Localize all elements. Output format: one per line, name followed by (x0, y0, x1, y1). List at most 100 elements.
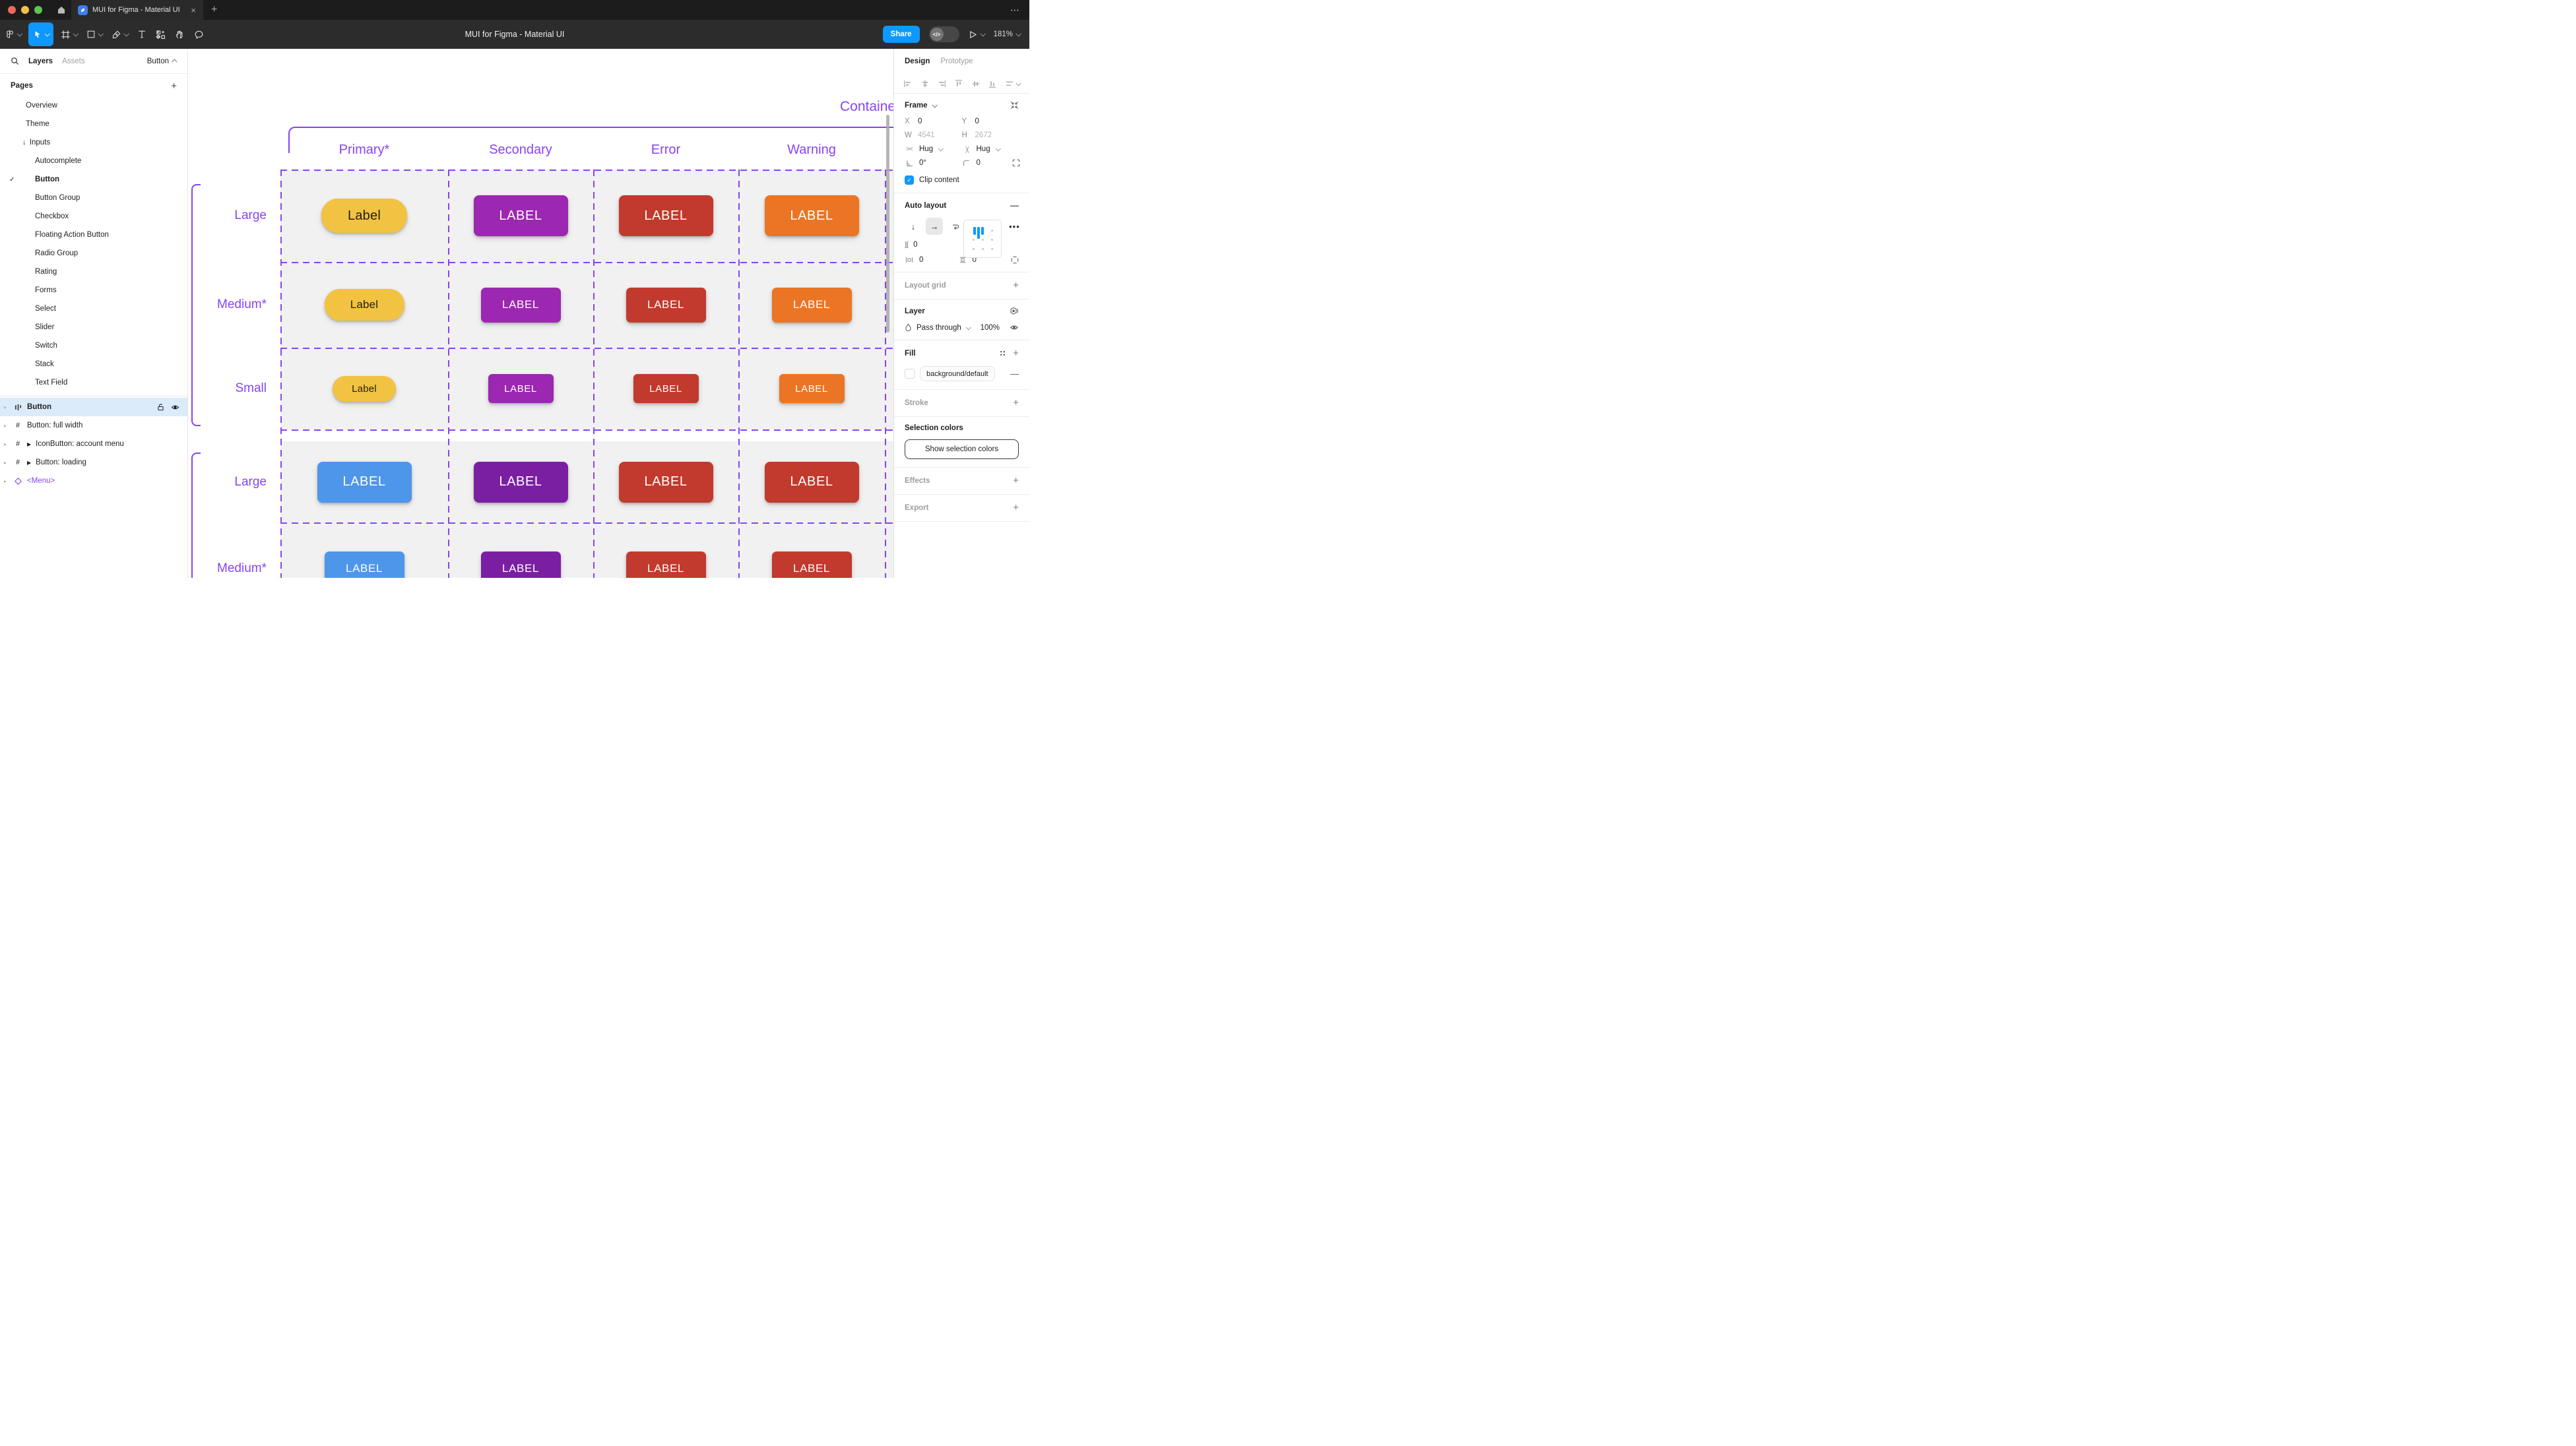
page-item[interactable]: Forms (0, 281, 187, 299)
minimize-window-button[interactable] (21, 6, 29, 14)
canvas-button[interactable]: LABEL (771, 287, 852, 323)
tab-layers[interactable]: Layers (28, 57, 53, 65)
file-tab[interactable]: MUI for Figma - Material UI × (71, 0, 203, 20)
page-item[interactable]: Theme (0, 115, 187, 133)
expand-chevron-icon[interactable]: ▸ (4, 459, 7, 466)
frame-title[interactable]: Contained (840, 99, 893, 114)
layer-item[interactable]: ▸ # ▶ Button: full width (0, 416, 187, 435)
canvas-button[interactable]: LABEL (779, 374, 845, 403)
vertical-sizing-dropdown[interactable]: >< Hug (962, 145, 1019, 153)
chevron-down-icon[interactable] (931, 102, 938, 108)
page-item[interactable]: Select (0, 299, 187, 318)
canvas-button[interactable]: LABEL (324, 551, 404, 578)
hand-tool-button[interactable] (170, 22, 189, 46)
page-item[interactable]: Stack (0, 355, 187, 373)
page-item[interactable]: Autocomplete (0, 152, 187, 170)
x-position-field[interactable]: X 0 (905, 117, 962, 125)
tab-assets[interactable]: Assets (62, 57, 85, 65)
comment-tool-button[interactable] (189, 22, 209, 46)
expand-chevron-icon[interactable]: ▸ (4, 441, 7, 447)
tab-prototype[interactable]: Prototype (940, 57, 973, 65)
canvas-button[interactable]: LABEL (764, 195, 859, 236)
layer-item[interactable]: ▸ # ▶ Button: loading (0, 453, 187, 472)
blend-mode-value[interactable]: Pass through (917, 323, 961, 332)
page-item[interactable]: Rating (0, 263, 187, 281)
remove-fill-button[interactable]: — (1010, 369, 1019, 379)
y-position-field[interactable]: Y 0 (962, 117, 1019, 125)
align-horizontal-center-icon[interactable] (920, 79, 930, 88)
page-item[interactable]: Slider (0, 318, 187, 336)
canvas-button[interactable]: LABEL (626, 551, 706, 578)
present-button[interactable] (969, 30, 986, 39)
wrap-icon[interactable] (947, 218, 964, 235)
canvas-button[interactable]: LABEL (618, 461, 713, 503)
auto-layout-more-icon[interactable]: ••• (1009, 224, 1020, 232)
window-overflow-icon[interactable]: ⋯ (1010, 4, 1020, 15)
page-item[interactable]: Floating Action Button (0, 226, 187, 244)
canvas-scrollbar[interactable] (886, 115, 889, 332)
canvas-button[interactable]: LABEL (771, 551, 852, 578)
canvas-button[interactable]: LABEL (488, 374, 554, 403)
blend-mode-icon[interactable] (1010, 307, 1019, 315)
direction-vertical-icon[interactable]: ↓ (911, 221, 916, 232)
add-page-button[interactable]: + (171, 80, 177, 92)
horizontal-sizing-dropdown[interactable]: >< Hug (905, 145, 962, 153)
expand-chevron-icon[interactable]: ▸ (4, 422, 7, 429)
zoom-window-button[interactable] (34, 6, 42, 14)
width-field[interactable]: W 4541 (905, 131, 962, 139)
share-button[interactable]: Share (882, 26, 920, 43)
page-item[interactable]: Radio Group (0, 244, 187, 263)
canvas-button[interactable]: Label (333, 375, 396, 402)
close-tab-icon[interactable]: × (191, 5, 196, 15)
canvas-button[interactable]: LABEL (473, 461, 568, 503)
page-item[interactable]: Switch (0, 336, 187, 355)
independent-padding-icon[interactable] (1011, 256, 1019, 264)
fill-color-swatch[interactable] (905, 369, 915, 379)
align-left-icon[interactable] (903, 79, 913, 88)
canvas[interactable]: Contained Primary*SecondaryErrorWarning … (188, 49, 893, 578)
remove-auto-layout-button[interactable]: — (1010, 201, 1019, 210)
canvas-button[interactable]: LABEL (317, 461, 412, 503)
frame-tool-button[interactable] (56, 22, 82, 46)
distribute-options-icon[interactable] (1005, 79, 1021, 88)
align-vertical-center-icon[interactable] (971, 79, 981, 88)
tab-design[interactable]: Design (905, 57, 930, 65)
canvas-button[interactable]: LABEL (480, 287, 561, 323)
canvas-button[interactable]: LABEL (473, 195, 568, 236)
page-item[interactable]: Text Field (0, 373, 187, 392)
add-layout-grid-button[interactable]: + (1013, 280, 1019, 291)
alignment-widget[interactable] (963, 220, 1002, 258)
layer-item[interactable]: ▸ # ▶ IconButton: account menu (0, 435, 187, 453)
unlock-icon[interactable] (157, 403, 164, 411)
zoom-level-dropdown[interactable]: 181% (994, 30, 1021, 38)
page-item[interactable]: ✓ Button (0, 170, 187, 189)
page-item[interactable]: Button Group (0, 189, 187, 207)
gap-field[interactable]: ]|[ 0 (905, 241, 1019, 249)
layer-item[interactable]: ▸ # ▶ <Menu> (0, 472, 187, 490)
new-tab-icon[interactable]: + (211, 4, 218, 15)
canvas-button[interactable]: Label (321, 199, 407, 233)
search-icon[interactable] (11, 57, 19, 65)
expand-chevron-icon[interactable]: ▸ (4, 404, 7, 410)
opacity-value[interactable]: 100% (980, 323, 1000, 332)
canvas-button[interactable]: LABEL (626, 287, 706, 323)
layer-item[interactable]: ▸ # ▶ Button (0, 398, 187, 416)
clip-content-row[interactable]: ✓ Clip content (905, 175, 1019, 185)
corner-radius-field[interactable]: 0 (962, 159, 1020, 167)
page-selector[interactable]: Button (147, 57, 177, 65)
pen-tool-button[interactable] (107, 22, 133, 46)
page-item[interactable]: Checkbox (0, 207, 187, 226)
canvas-button[interactable]: LABEL (764, 461, 859, 503)
canvas-button[interactable]: LABEL (480, 551, 561, 578)
align-right-icon[interactable] (937, 79, 946, 88)
dev-mode-toggle[interactable]: </> (928, 26, 959, 42)
align-bottom-icon[interactable] (988, 79, 997, 88)
move-tool-button[interactable] (28, 22, 53, 46)
shape-tool-button[interactable] (82, 22, 107, 46)
show-selection-colors-button[interactable]: Show selection colors (905, 439, 1019, 459)
page-item[interactable]: ↓ Inputs (0, 133, 187, 152)
add-stroke-button[interactable]: + (1013, 397, 1019, 408)
vertical-padding-field[interactable]: 0 (958, 256, 1006, 264)
canvas-button[interactable]: LABEL (633, 374, 699, 403)
add-export-button[interactable]: + (1013, 502, 1019, 513)
